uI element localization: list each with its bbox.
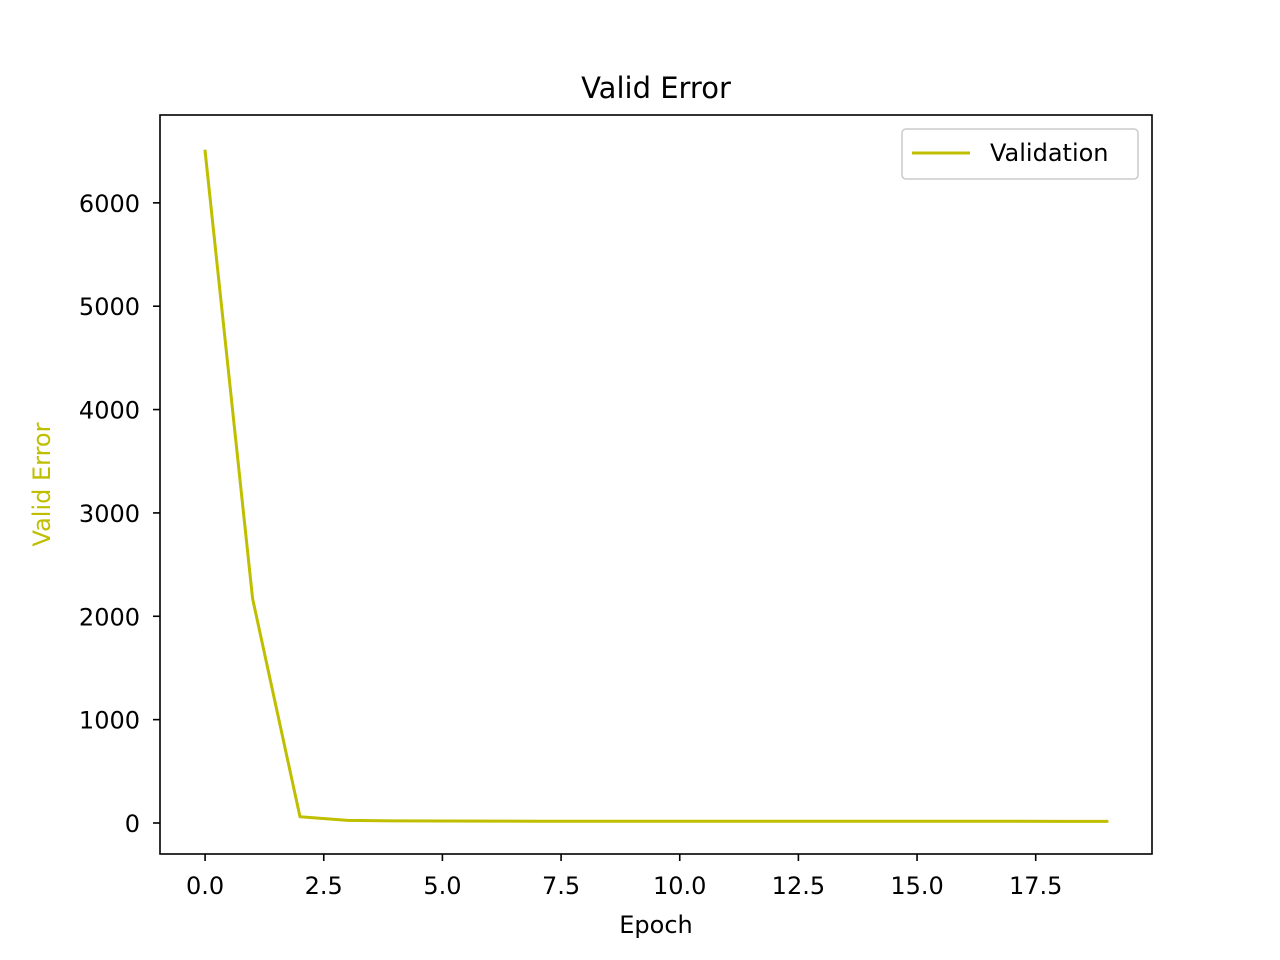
y-tick-label: 1000 (79, 707, 140, 735)
x-tick-label: 15.0 (890, 872, 943, 900)
series-line-validation (203, 149, 1109, 823)
x-tick-label: 5.0 (423, 872, 461, 900)
x-tick-label: 0.0 (186, 872, 224, 900)
plot-frame (159, 114, 1153, 855)
x-axis-ticks: 0.0 2.5 5.0 7.5 10.0 12.5 15.0 17.5 (186, 854, 1062, 900)
y-tick-label: 3000 (79, 500, 140, 528)
x-tick-label: 17.5 (1009, 872, 1062, 900)
y-axis-ticks: 0 1000 2000 3000 4000 5000 6000 (79, 190, 160, 838)
x-tick-label: 10.0 (653, 872, 706, 900)
y-tick-label: 2000 (79, 603, 140, 631)
x-tick-label: 12.5 (772, 872, 825, 900)
y-axis-label: Valid Error (28, 422, 56, 546)
x-tick-label: 2.5 (305, 872, 343, 900)
y-tick-label: 4000 (79, 397, 140, 425)
legend-box (901, 128, 1139, 180)
series-layer (203, 149, 1109, 823)
x-axis-label: Epoch (619, 911, 693, 939)
legend-label-validation: Validation (990, 139, 1109, 167)
legend: Validation (901, 128, 1139, 180)
y-tick-label: 6000 (79, 190, 140, 218)
y-tick-label: 5000 (79, 293, 140, 321)
chart-title: Valid Error (581, 71, 731, 105)
y-tick-label: 0 (125, 810, 140, 838)
x-tick-label: 7.5 (542, 872, 580, 900)
